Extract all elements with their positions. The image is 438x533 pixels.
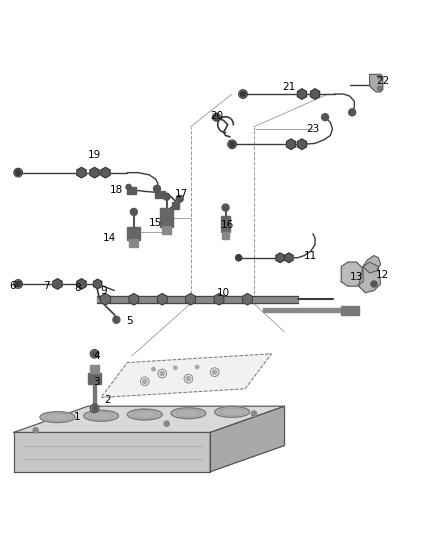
Circle shape [222,204,229,211]
Polygon shape [157,294,167,305]
Polygon shape [341,306,359,314]
Circle shape [176,195,183,203]
Text: 6: 6 [10,281,16,291]
Text: 13: 13 [350,272,363,282]
Circle shape [126,184,131,190]
Polygon shape [223,231,229,239]
Polygon shape [129,294,139,305]
Circle shape [378,86,382,91]
Text: 19: 19 [88,150,101,160]
Text: 8: 8 [74,284,81,293]
Circle shape [160,372,164,376]
Circle shape [113,316,120,323]
Ellipse shape [127,409,162,420]
Polygon shape [311,89,320,99]
Text: 11: 11 [304,251,317,261]
Polygon shape [97,296,297,303]
Circle shape [15,281,21,287]
Text: 3: 3 [93,377,100,387]
Circle shape [143,379,147,384]
Text: 4: 4 [93,351,100,361]
Polygon shape [90,167,99,178]
Polygon shape [130,239,138,247]
Text: 23: 23 [306,124,319,134]
Polygon shape [162,227,171,234]
Text: 14: 14 [103,233,117,243]
Polygon shape [286,139,296,149]
Polygon shape [14,406,285,432]
Polygon shape [214,294,224,305]
Text: 20: 20 [210,111,223,121]
Polygon shape [160,207,173,227]
Circle shape [378,75,382,79]
Polygon shape [341,262,363,286]
Circle shape [236,255,242,261]
Circle shape [92,351,98,357]
Bar [155,191,165,198]
Ellipse shape [215,407,250,417]
Polygon shape [297,89,307,99]
Text: 5: 5 [126,316,133,326]
Polygon shape [210,406,285,472]
Circle shape [153,185,160,192]
Ellipse shape [84,410,119,421]
Circle shape [164,421,169,426]
Polygon shape [359,262,381,293]
Ellipse shape [40,411,75,423]
Polygon shape [101,294,110,305]
Text: 21: 21 [282,83,296,93]
Circle shape [349,109,356,116]
Polygon shape [276,253,284,263]
Polygon shape [370,75,383,92]
Circle shape [212,370,217,374]
Polygon shape [93,384,96,408]
Text: 7: 7 [43,281,50,291]
Circle shape [92,406,97,411]
Polygon shape [243,294,252,305]
Text: 17: 17 [175,189,188,199]
Circle shape [371,281,377,287]
Polygon shape [263,308,350,312]
Polygon shape [90,365,99,374]
Circle shape [152,367,155,371]
Polygon shape [93,279,102,289]
Polygon shape [297,139,307,149]
Circle shape [15,169,21,176]
Bar [172,202,179,209]
Polygon shape [14,432,210,472]
Polygon shape [77,167,86,178]
Text: 2: 2 [104,394,111,405]
Polygon shape [186,294,195,305]
Text: 16: 16 [221,220,234,230]
Circle shape [173,366,177,369]
Circle shape [131,208,138,215]
Circle shape [186,376,191,381]
Polygon shape [127,227,141,240]
Polygon shape [363,256,381,273]
Circle shape [212,113,220,121]
Circle shape [33,427,38,433]
Ellipse shape [171,408,206,418]
Circle shape [251,411,257,416]
Circle shape [195,365,199,369]
Text: 1: 1 [74,412,81,422]
Polygon shape [285,253,293,263]
Polygon shape [53,279,62,289]
Text: 10: 10 [217,288,230,298]
Polygon shape [101,167,110,178]
Polygon shape [101,354,272,398]
Polygon shape [77,279,86,289]
Circle shape [229,141,235,147]
Text: 22: 22 [376,76,389,86]
Bar [127,187,137,193]
Text: 18: 18 [110,185,123,195]
Polygon shape [88,374,101,384]
Text: 9: 9 [100,286,106,295]
Circle shape [240,91,246,97]
Circle shape [163,193,170,200]
Text: 15: 15 [149,218,162,228]
Circle shape [321,114,328,120]
Text: 12: 12 [376,270,389,280]
Polygon shape [221,216,230,232]
